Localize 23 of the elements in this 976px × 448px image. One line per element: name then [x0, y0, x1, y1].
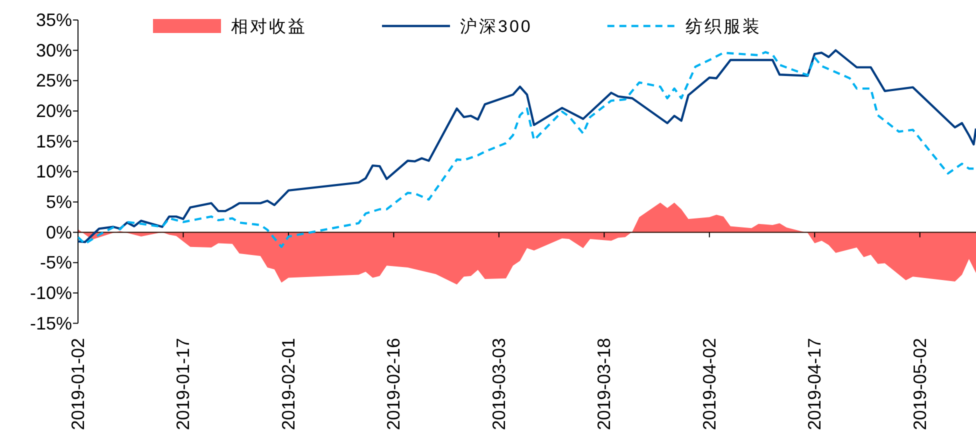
y-tick-label: 20% — [36, 100, 72, 121]
y-tick-label: 25% — [36, 70, 72, 91]
legend-label: 纺织服装 — [685, 17, 762, 36]
x-tick-label: 2019-04-02 — [699, 338, 720, 430]
x-tick-label: 2019-03-03 — [488, 338, 509, 430]
y-tick-label: 30% — [36, 40, 72, 60]
y-tick-label: 5% — [46, 192, 72, 212]
legend-label: 相对收益 — [231, 17, 307, 36]
x-tick-label: 2019-04-17 — [804, 338, 825, 430]
x-tick-label: 2019-05-02 — [910, 338, 930, 430]
x-tick-label: 2019-01-02 — [68, 338, 88, 430]
x-tick-label: 2019-01-17 — [173, 338, 194, 430]
x-tick-label: 2019-03-18 — [594, 338, 614, 430]
x-tick-label: 2019-02-01 — [278, 338, 298, 430]
y-tick-label: -5% — [40, 252, 72, 273]
x-tick-label: 2019-02-16 — [384, 338, 404, 430]
y-tick-label: -10% — [30, 282, 72, 303]
y-tick-label: 10% — [36, 162, 72, 182]
y-tick-label: -15% — [30, 313, 72, 334]
y-tick-label: 0% — [46, 222, 72, 242]
legend-label: 沪深300 — [460, 17, 532, 36]
y-tick-label: 35% — [36, 10, 72, 30]
y-tick-label: 15% — [36, 131, 72, 152]
